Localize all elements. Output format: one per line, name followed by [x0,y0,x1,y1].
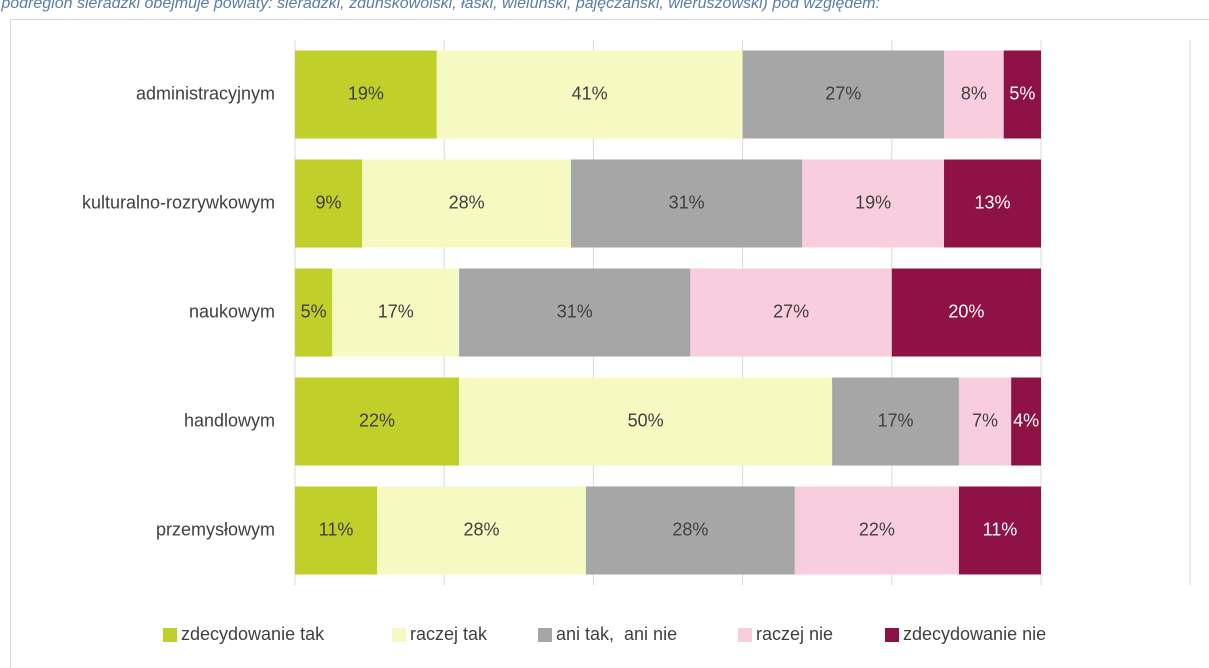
bar-segment [944,159,1041,248]
bar-segment [832,377,959,466]
data-label: 4% [1013,410,1039,430]
bar-segment [295,50,437,139]
chart-subtitle: (podregion sieradzki obejmuje powiaty: s… [0,0,880,12]
data-label: 28% [672,519,708,539]
bar-segment [377,486,586,575]
legend-swatch [885,628,899,642]
legend-swatch [738,628,752,642]
legend-swatch [163,628,177,642]
y-tick-label: handlowym [184,410,275,430]
bar-segment [571,159,803,248]
bar-segment [459,268,691,357]
data-label: 27% [773,301,809,321]
bar-segment [295,377,460,466]
legend-swatch [392,628,406,642]
legend-swatch [538,628,552,642]
y-tick-label: przemysłowym [156,519,275,539]
legend-label: ani tak, ani nie [556,624,677,644]
data-label: 28% [463,519,499,539]
y-tick-label: naukowym [189,301,275,321]
legend-label: raczej nie [756,624,833,644]
bar-segment [958,377,1012,466]
bar-segment [794,486,959,575]
data-label: 11% [983,519,1018,539]
bar-segment [802,159,945,248]
bar-segment [891,268,1041,357]
bar-segment [362,159,572,248]
bar-segment [1003,50,1041,139]
data-label: 19% [855,192,891,212]
data-label: 5% [301,301,327,321]
data-label: 5% [1009,83,1035,103]
data-label: 17% [378,301,414,321]
data-label: 50% [628,410,664,430]
data-label: 27% [825,83,861,103]
data-label: 20% [948,301,984,321]
data-label: 19% [348,83,384,103]
data-label: 22% [859,519,895,539]
bar-segment [295,268,333,357]
bar-segment [742,50,945,139]
bar-segment [585,486,795,575]
data-label: 8% [961,83,987,103]
bar-segment [332,268,460,357]
data-label: 28% [449,192,485,212]
data-label: 9% [316,192,342,212]
data-label: 31% [669,192,705,212]
legend-label: raczej tak [410,624,488,644]
bar-segment [1011,377,1041,466]
data-label: 13% [974,192,1010,212]
bar-segment [944,50,1004,139]
data-label: 22% [359,410,395,430]
data-label: 11% [319,519,354,539]
bar-segment [295,159,363,248]
y-tick-label: kulturalno-rozrywkowym [82,192,275,212]
chart-border [10,19,1209,668]
bar-segment [459,377,833,466]
bar-segment [295,486,378,575]
bar-segment [436,50,743,139]
y-tick-label: administracyjnym [136,83,275,103]
bar-segment [958,486,1041,575]
legend-label: zdecydowanie tak [181,624,325,644]
data-label: 41% [572,83,608,103]
data-label: 7% [972,410,998,430]
bar-segment [690,268,892,357]
data-label: 31% [557,301,593,321]
data-label: 17% [878,410,914,430]
legend-label: zdecydowanie nie [903,624,1046,644]
